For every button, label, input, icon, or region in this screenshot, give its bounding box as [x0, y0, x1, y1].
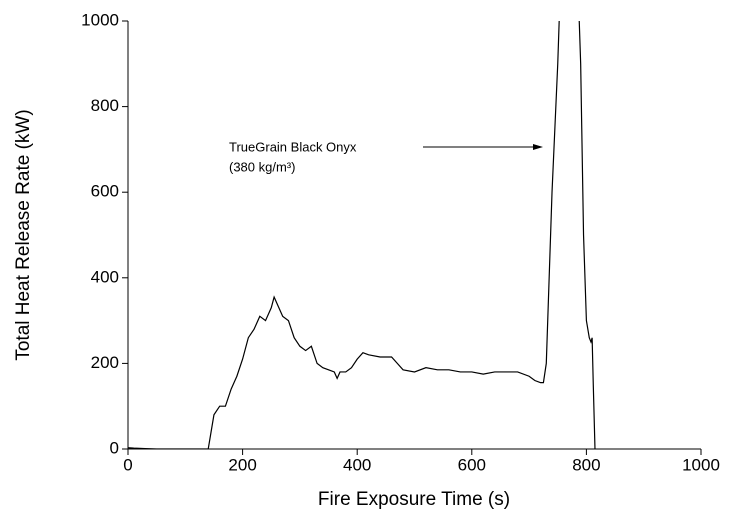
y-axis-title: Total Heat Release Rate (kW)	[13, 109, 34, 360]
x-tick-label: 600	[458, 455, 486, 474]
data-line	[128, 21, 596, 449]
y-tick-label: 400	[91, 267, 119, 286]
annotation: (380 kg/m³)	[229, 159, 295, 174]
x-tick-label: 800	[572, 455, 600, 474]
x-tick-label: 400	[343, 455, 371, 474]
y-tick-label: 600	[91, 182, 119, 201]
y-tick-label: 800	[91, 96, 119, 115]
x-axis-title: Fire Exposure Time (s)	[318, 489, 510, 510]
x-tick-label: 0	[123, 455, 132, 474]
y-tick-label: 200	[91, 353, 119, 372]
x-tick-label: 200	[228, 455, 256, 474]
y-tick-label: 0	[110, 438, 119, 457]
y-tick-label: 1000	[81, 10, 119, 29]
annotation: TrueGrain Black Onyx	[229, 139, 357, 154]
x-tick-label: 1000	[682, 455, 720, 474]
arrow-head	[533, 144, 543, 150]
